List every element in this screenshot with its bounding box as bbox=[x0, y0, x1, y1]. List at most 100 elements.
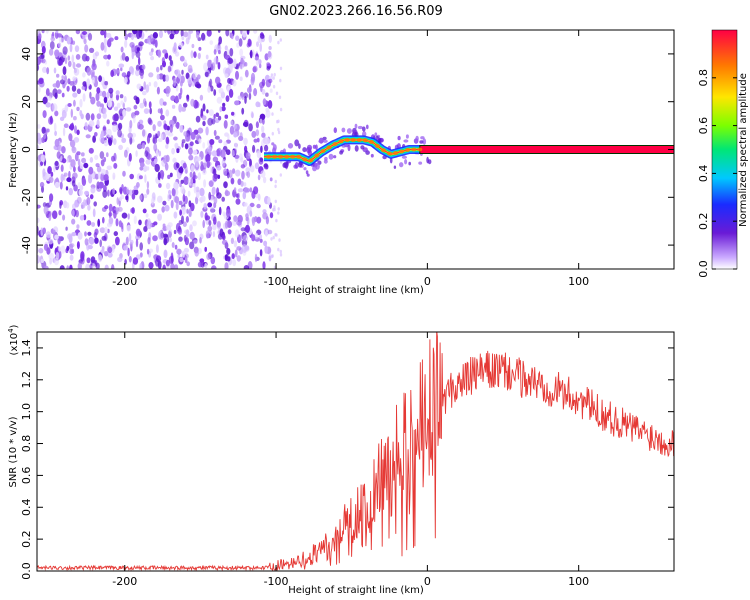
noise-speckle bbox=[103, 38, 107, 47]
noise-speckle bbox=[88, 166, 94, 175]
signal-halo bbox=[403, 139, 409, 143]
noise-speckle bbox=[168, 231, 172, 237]
noise-speckle bbox=[179, 182, 182, 188]
noise-speckle bbox=[264, 137, 270, 145]
tone-peak-dot bbox=[399, 149, 405, 154]
noise-speckle bbox=[150, 56, 155, 61]
noise-speckle bbox=[183, 31, 189, 38]
noise-speckle bbox=[205, 230, 210, 239]
noise-speckle bbox=[155, 244, 159, 254]
noise-speckle bbox=[249, 202, 255, 208]
noise-speckle bbox=[135, 50, 141, 58]
noise-speckle bbox=[96, 119, 100, 128]
y-tick-label: 0 bbox=[20, 146, 33, 153]
noise-speckle bbox=[153, 81, 158, 88]
colorbar-ticks: 0.0 0.2 0.4 0.6 0.8 bbox=[697, 69, 737, 278]
noise-speckle bbox=[195, 115, 201, 123]
noise-speckle bbox=[180, 179, 184, 184]
noise-speckle bbox=[230, 237, 234, 244]
noise-speckle bbox=[113, 138, 117, 146]
noise-speckle bbox=[72, 61, 76, 69]
noise-speckle bbox=[61, 75, 64, 80]
noise-speckle bbox=[191, 43, 195, 49]
noise-speckle bbox=[136, 182, 140, 188]
noise-speckle bbox=[241, 244, 248, 253]
noise-speckle bbox=[279, 66, 283, 71]
noise-speckle bbox=[110, 69, 115, 78]
noise-speckle bbox=[221, 106, 226, 112]
noise-speckle bbox=[195, 31, 200, 39]
noise-speckle bbox=[244, 95, 247, 104]
noise-speckle bbox=[75, 54, 81, 60]
noise-speckle bbox=[172, 157, 177, 164]
noise-speckle bbox=[169, 119, 175, 126]
noise-speckle bbox=[133, 104, 138, 110]
noise-speckle bbox=[203, 62, 209, 72]
noise-speckle bbox=[222, 102, 226, 107]
noise-speckle bbox=[225, 30, 230, 37]
noise-speckle bbox=[157, 213, 163, 221]
tone-peak-dot bbox=[272, 154, 278, 159]
noise-speckle bbox=[202, 103, 206, 112]
noise-speckle bbox=[54, 49, 60, 57]
signal-halo bbox=[415, 135, 419, 142]
noise-speckle bbox=[141, 64, 146, 70]
noise-speckle bbox=[128, 189, 133, 196]
tone-peak-dot bbox=[393, 151, 399, 156]
noise-speckle bbox=[76, 106, 80, 112]
noise-speckle bbox=[45, 231, 51, 238]
noise-speckle bbox=[162, 101, 167, 106]
signal-halo bbox=[333, 155, 337, 159]
noise-speckle bbox=[112, 188, 115, 195]
noise-speckle bbox=[68, 133, 73, 142]
noise-speckle bbox=[213, 202, 217, 209]
noise-speckle bbox=[192, 72, 197, 80]
noise-speckle bbox=[125, 195, 129, 201]
noise-speckle bbox=[240, 157, 244, 163]
noise-speckle bbox=[74, 125, 77, 134]
noise-speckle bbox=[179, 257, 184, 263]
noise-speckle bbox=[181, 69, 184, 75]
noise-speckle bbox=[216, 96, 223, 104]
tone-peak-dot bbox=[302, 157, 308, 162]
snr-panel: -200 -100 0 100 0.0 0.2 0.4 0.6 0.8 1.0 1.2 1.4 Hei… bbox=[7, 324, 675, 596]
noise-speckle bbox=[216, 220, 221, 228]
noise-speckle bbox=[74, 45, 80, 53]
noise-speckle bbox=[265, 109, 271, 119]
noise-speckle bbox=[95, 163, 100, 168]
noise-speckle bbox=[158, 183, 162, 188]
noise-speckle bbox=[182, 162, 187, 169]
noise-speckle bbox=[79, 110, 83, 117]
noise-speckle bbox=[164, 52, 169, 59]
noise-speckle bbox=[63, 123, 69, 128]
y-tick-label: 0.8 bbox=[20, 435, 33, 453]
noise-speckle bbox=[225, 95, 230, 102]
noise-speckle bbox=[46, 96, 52, 101]
noise-speckle bbox=[261, 78, 266, 87]
noise-speckle bbox=[158, 150, 162, 157]
noise-speckle bbox=[162, 60, 166, 68]
noise-speckle bbox=[59, 201, 62, 209]
noise-speckle bbox=[124, 149, 128, 158]
noise-speckle bbox=[179, 209, 183, 216]
noise-speckle bbox=[89, 91, 92, 99]
noise-speckle bbox=[197, 127, 204, 134]
noise-speckle bbox=[266, 66, 271, 71]
noise-speckle bbox=[71, 232, 77, 237]
noise-speckle bbox=[208, 109, 214, 116]
noise-speckle bbox=[77, 232, 83, 240]
noise-speckle bbox=[134, 110, 140, 116]
noise-speckle bbox=[43, 133, 47, 139]
noise-speckle bbox=[213, 129, 217, 137]
noise-speckle bbox=[161, 206, 165, 213]
noise-speckle bbox=[85, 263, 90, 269]
noise-speckle bbox=[235, 193, 239, 198]
noise-speckle bbox=[60, 173, 64, 183]
noise-speckle bbox=[106, 91, 110, 99]
noise-speckle bbox=[139, 252, 143, 258]
noise-speckle bbox=[240, 30, 243, 35]
noise-speckle bbox=[73, 137, 80, 143]
tone-peak-dot bbox=[387, 151, 392, 156]
noise-speckle bbox=[204, 263, 208, 269]
